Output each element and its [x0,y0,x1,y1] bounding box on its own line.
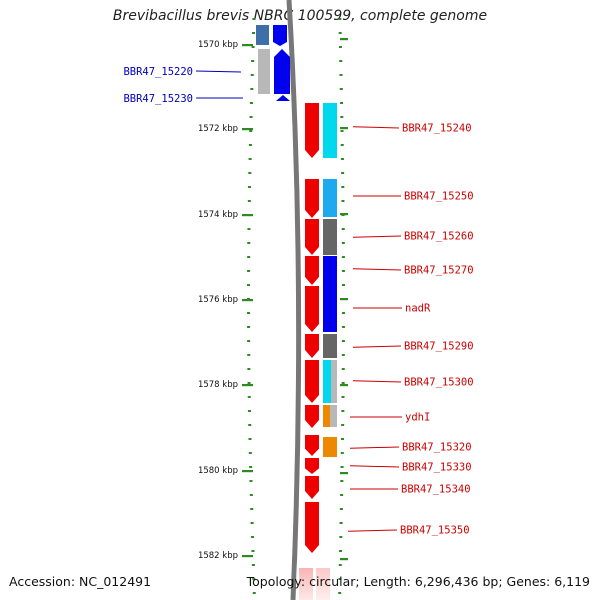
gene-label-reverse[interactable]: BBR47_15340 [401,484,471,496]
gene-arrow-reverse[interactable] [305,476,319,499]
gene-label-reverse[interactable]: BBR47_15270 [404,265,474,277]
tick-major [242,214,253,217]
tick-label: 1576 kbp [198,295,238,305]
gene-cog-block[interactable] [323,334,337,358]
gene-label-reverse[interactable]: BBR47_15300 [404,377,474,389]
gene-bbr47-15220-arrow[interactable] [274,49,290,94]
gene-cog-block[interactable] [323,179,337,217]
label-leader-line [352,380,402,383]
gene-label-reverse[interactable]: BBR47_15260 [404,231,474,243]
label-leader-line [352,268,402,271]
gene-forward-top-steelblue[interactable] [256,25,269,45]
gene-cog-block[interactable] [323,437,337,457]
gene-cog-block[interactable] [330,405,337,427]
gene-label-reverse[interactable]: BBR47_15250 [404,191,474,203]
forward-strand-genes [256,25,290,101]
gene-label-reverse[interactable]: nadR [405,303,431,315]
label-leader-line [352,235,402,238]
tick-label: 1574 kbp [198,210,238,220]
gene-arrow-reverse[interactable] [305,405,319,428]
accession-text: Accession: NC_012491 [9,574,152,589]
genome-title: Brevibacillus brevis NBRC 100599, comple… [112,8,488,24]
gene-arrow-reverse[interactable] [305,256,319,285]
gene-label-reverse[interactable]: BBR47_15290 [404,341,474,353]
gene-arrow-reverse[interactable] [305,179,319,218]
label-leader-line [349,465,400,468]
gene-arrow-reverse[interactable] [305,435,319,456]
tick-labels: 1570 kbp 1572 kbp 1574 kbp 1576 kbp 1578 kbp… [198,40,253,561]
gene-bbr47-15220-cog[interactable] [258,49,270,94]
tick-major [242,555,253,558]
gene-bbr47-15230-arrow[interactable] [276,95,290,101]
reverse-gene-labels: BBR47_15240 BBR47_15250 BBR47_15260 BBR47_1… [347,123,474,537]
gene-cog-block[interactable] [323,219,337,255]
faded-bottom-genes [296,560,336,600]
gene-label-forward[interactable]: BBR47_15230 [123,93,193,105]
tick-label: 1578 kbp [198,380,238,390]
gene-label-reverse[interactable]: BBR47_15350 [400,525,470,537]
label-leader-line [352,126,400,129]
tick-marks-right [338,18,348,594]
tick-label: 1580 kbp [198,466,238,476]
gene-label-forward[interactable]: BBR47_15220 [123,66,193,78]
label-leader-line [347,529,398,532]
gene-arrow-reverse[interactable] [305,286,319,332]
tick-marks-left [247,18,256,594]
topology-text: Topology: circular; Length: 6,296,436 bp… [246,574,590,589]
label-leader-line [352,345,402,348]
gene-cog-block[interactable] [331,360,337,403]
tick-major [242,299,253,302]
tick-major [242,470,253,473]
tick-label: 1572 kbp [198,124,238,134]
tick-label: 1570 kbp [198,40,238,50]
gene-label-reverse[interactable]: BBR47_15240 [402,123,472,135]
gene-forward-top-blue[interactable] [273,25,287,46]
genome-backbone [286,0,302,600]
tick-major [242,44,253,47]
gene-cog-block[interactable] [323,256,337,332]
gene-cog-block[interactable] [323,103,337,158]
gene-label-reverse[interactable]: BBR47_15330 [402,462,472,474]
label-leader-line [349,446,400,449]
gene-arrow-reverse[interactable] [305,103,319,158]
gene-arrow-reverse[interactable] [305,219,319,255]
gene-label-reverse[interactable]: ydhI [405,412,430,424]
gene-arrow-reverse[interactable] [305,458,319,474]
tick-major [242,384,253,387]
tick-label: 1582 kbp [198,551,238,561]
forward-gene-labels: BBR47_15220 BBR47_15230 [123,66,243,105]
gene-arrow-reverse[interactable] [305,360,319,403]
gene-arrow-reverse[interactable] [305,334,319,358]
label-leader-line [195,70,242,73]
tick-major [242,128,253,131]
gene-label-reverse[interactable]: BBR47_15320 [402,442,472,454]
gene-arrow-reverse[interactable] [305,502,319,553]
reverse-strand-genes [305,103,337,553]
